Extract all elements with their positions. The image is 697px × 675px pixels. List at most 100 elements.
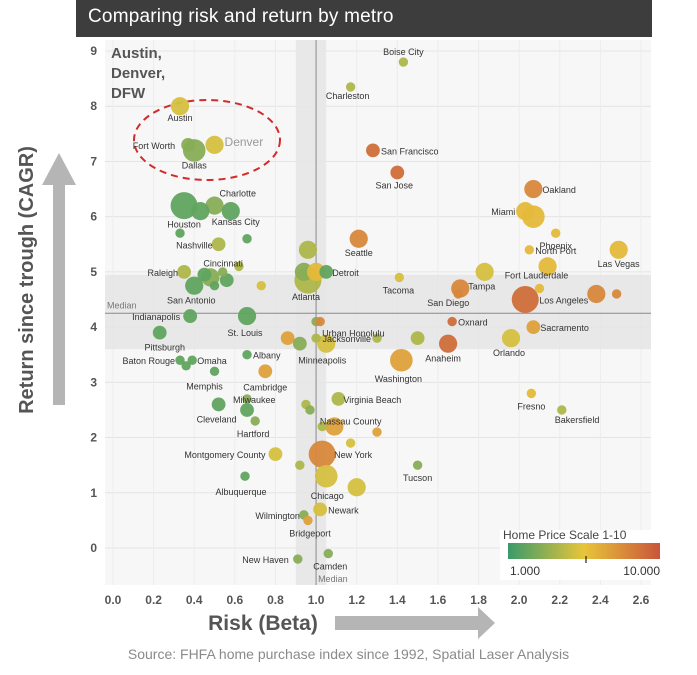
point-label: Austin (168, 113, 193, 123)
point-label: Jacksonville (322, 334, 371, 344)
point-label: Montgomery County (184, 450, 266, 460)
data-point (256, 280, 266, 291)
data-point (211, 397, 226, 412)
data-point (187, 355, 197, 365)
point-label: Camden (313, 562, 347, 572)
x-tick-label: 2.2 (551, 593, 568, 607)
data-point (237, 306, 257, 326)
legend-color-bar (508, 543, 660, 559)
data-point (181, 137, 196, 152)
data-point (219, 273, 234, 288)
data-point (311, 333, 321, 343)
y-tick-label: 8 (90, 99, 97, 113)
data-point (447, 316, 457, 327)
data-point (587, 284, 606, 304)
point-label: Houston (167, 220, 201, 230)
data-point (314, 464, 338, 488)
point-label: Virginia Beach (343, 395, 401, 405)
data-point (372, 427, 382, 437)
x-tick-label: 0.8 (267, 593, 284, 607)
data-point (205, 135, 224, 154)
x-tick-label: 0.4 (186, 593, 203, 607)
point-label: Atlanta (292, 292, 320, 302)
point-label: Newark (328, 505, 359, 515)
legend-min-label: 1.000 (510, 564, 540, 578)
point-label: Oakland (542, 185, 576, 195)
point-label: Fort Worth (133, 141, 175, 151)
data-point (516, 202, 535, 221)
data-point (170, 192, 198, 220)
y-tick-label: 3 (90, 375, 97, 389)
legend-title: Home Price Scale 1-10 (503, 528, 627, 542)
data-point (524, 245, 535, 255)
data-point (345, 438, 356, 448)
data-point (221, 202, 240, 221)
point-label: New York (334, 450, 373, 460)
x-tick-label: 2.6 (633, 593, 650, 607)
legend-max-label: 10.000 (623, 564, 660, 578)
data-point (268, 447, 283, 462)
data-point (306, 262, 326, 281)
point-label: Kansas City (212, 217, 261, 227)
data-point (372, 333, 382, 343)
point-label: Cincinnati (203, 259, 243, 269)
point-label: Boise City (383, 47, 424, 57)
data-point (313, 502, 328, 517)
data-point (394, 272, 405, 283)
data-point (242, 350, 252, 360)
data-point (292, 336, 307, 351)
point-label: Urban Honolulu (322, 329, 385, 339)
data-point (438, 334, 458, 353)
y-tick-label: 5 (90, 265, 97, 279)
point-label: North Port (535, 246, 577, 256)
data-point (305, 405, 315, 415)
data-point (390, 348, 413, 372)
data-point (242, 234, 252, 244)
point-label: Indianapolis (132, 312, 181, 322)
data-point (308, 440, 336, 468)
data-point (524, 179, 543, 199)
data-point (412, 460, 423, 470)
data-point (534, 283, 545, 294)
x-tick-label: 1.8 (470, 593, 487, 607)
data-point (609, 240, 628, 259)
point-label: Denver (225, 135, 264, 149)
data-point (331, 392, 346, 406)
point-label: Miami (491, 207, 515, 217)
point-label: Orlando (493, 348, 525, 358)
data-point (323, 548, 333, 559)
title-bar (76, 0, 652, 37)
data-point (209, 280, 220, 291)
point-label: Milwaukee (233, 395, 276, 405)
point-label: Charleston (326, 91, 370, 101)
x-tick-label: 0.6 (227, 593, 244, 607)
data-point (319, 264, 334, 279)
data-point (242, 394, 252, 404)
data-point (181, 361, 191, 371)
data-point (551, 228, 561, 238)
point-label: Bakersfield (555, 415, 600, 425)
point-label: San Jose (376, 180, 414, 190)
data-point (298, 240, 318, 259)
data-point (175, 228, 185, 238)
point-label: Los Angeles (539, 296, 589, 306)
data-point (317, 421, 327, 432)
x-tick-label: 2.0 (511, 593, 528, 607)
data-point (526, 320, 541, 335)
point-label: Pittsburgh (144, 343, 185, 353)
source-note: Source: FHFA home purchase index since 1… (127, 646, 570, 662)
data-point (205, 196, 224, 215)
data-point (170, 97, 190, 116)
y-tick-label: 2 (90, 431, 97, 445)
data-point (209, 366, 220, 376)
point-label: San Diego (427, 298, 469, 308)
point-label: Baton Rouge (122, 356, 175, 366)
point-label: San Antonio (167, 296, 216, 306)
data-point (175, 355, 185, 365)
data-point (293, 554, 303, 564)
point-label: Nashville (176, 240, 213, 250)
point-label: Sacramento (540, 323, 589, 333)
data-point (501, 329, 521, 348)
point-label: Memphis (186, 381, 223, 391)
